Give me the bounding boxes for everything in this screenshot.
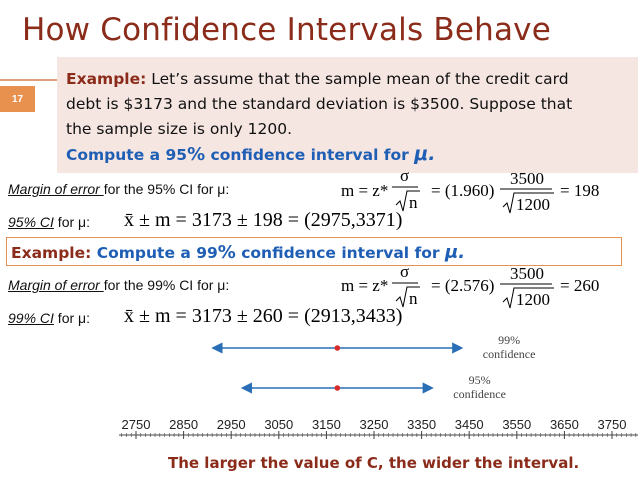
interval-center (334, 345, 341, 351)
example2-task2: confidence interval for (235, 244, 445, 262)
x-tick-label: 3450 (455, 417, 484, 432)
moe-95-sqrt-n (392, 186, 420, 212)
task-suffix: confidence interval for (205, 146, 415, 164)
ci-99-label-rest: for μ: (53, 310, 90, 326)
moe-99-label-u: Margin of error (8, 277, 104, 293)
ci-95-formula: x̄ ± m = 3173 ± 198 = (2975,3371) (124, 209, 403, 231)
ci-99-label-i: 99% CI (8, 310, 54, 326)
example-label: Example: (66, 70, 147, 88)
ci-99-label: 99% CI for μ: (8, 310, 90, 326)
x-tick-label: 3350 (407, 417, 436, 432)
ci-95-label: 95% CI for μ: (8, 214, 90, 230)
moe-99-sigma: σ (400, 262, 410, 281)
example-box: Example: Let’s assume that the sample me… (57, 57, 638, 173)
moe-95-num: 3500 (510, 169, 544, 188)
example-line-3: the sample size is only 1200. (66, 120, 293, 138)
moe-95-sigma: σ (400, 166, 410, 185)
moe-95-den: 1200 (516, 195, 550, 214)
example2-task: Compute a 99 (91, 244, 218, 262)
x-tick-label: 2950 (217, 417, 246, 432)
ci-99-formula: x̄ ± m = 3173 ± 260 = (2913,3433) (124, 305, 403, 327)
example2-label: Example: (11, 244, 92, 262)
moe-95-result: = 198 (560, 181, 600, 200)
moe-99-result: = 260 (560, 276, 600, 295)
x-tick-label: 3050 (264, 417, 293, 432)
moe-99-n: n (409, 289, 418, 308)
x-tick-label: 3250 (360, 417, 389, 432)
interval-chart-svg: 2750 2850 2950 3050 3150 3250 3350 3450 3550 3650… (119, 333, 638, 439)
moe-99-label: Margin of error for the 99% CI for μ: (8, 277, 229, 293)
slide-number: 17 (0, 86, 35, 112)
moe-95-n: n (409, 193, 418, 212)
moe-99-label-rest: for the 99% CI for μ: (103, 277, 230, 293)
page-title: How Confidence Intervals Behave (22, 12, 551, 48)
moe-95-lhs: m = z* (341, 181, 389, 200)
x-tick-label: 3750 (598, 417, 627, 432)
example2-pct: % (217, 242, 236, 263)
moe-99-eq: = (2.576) (431, 276, 495, 295)
interval-label-top: 99% (498, 333, 520, 347)
interval-center (334, 385, 341, 391)
interval-chart: 2750 2850 2950 3050 3150 3250 3350 3450 3550 3650… (119, 330, 638, 478)
x-tick-label: 3550 (502, 417, 531, 432)
task-mu: μ. (414, 143, 436, 165)
example-line-1: Let’s assume that the sample mean of the… (146, 70, 569, 88)
moe-99-sqrt-n (392, 282, 420, 308)
moe-99-frac (500, 283, 554, 309)
example2-text: Example: Compute a 99% confidence interv… (11, 242, 465, 263)
moe-95-frac (500, 188, 554, 214)
moe-95-label-u: Margin of error (8, 181, 104, 197)
example-line-2: debt is $3173 and the standard deviation… (66, 95, 573, 113)
moe-99-den: 1200 (516, 290, 550, 309)
example-text: Example: Let’s assume that the sample me… (66, 67, 636, 168)
x-tick-label: 3650 (550, 417, 579, 432)
ci-95-label-rest: for μ: (53, 214, 90, 230)
x-tick-label: 2850 (169, 417, 198, 432)
example-task: Compute a 95% confidence interval for μ. (66, 142, 636, 168)
interval-label-bottom: confidence (483, 347, 536, 361)
task-prefix: Compute a 95 (66, 146, 188, 164)
task-pct: % (187, 144, 206, 165)
title-rule (0, 79, 57, 81)
example2-mu: μ. (444, 242, 466, 263)
moe-99-num: 3500 (510, 264, 544, 283)
moe-95-label: Margin of error for the 95% CI for μ: (8, 181, 229, 197)
x-tick-label: 3150 (312, 417, 341, 432)
moe-95-eq: = (1.960) (431, 181, 495, 200)
moe-95-label-rest: for the 95% CI for μ: (103, 181, 230, 197)
moe-99-lhs: m = z* (341, 276, 389, 295)
ci-95-label-i: 95% CI (8, 214, 54, 230)
interval-label-top: 95% (469, 373, 491, 387)
example2-box: Example: Compute a 99% confidence interv… (6, 237, 622, 266)
x-tick-label: 2750 (122, 417, 151, 432)
interval-label-bottom: confidence (453, 387, 506, 401)
caption: The larger the value of C, the wider the… (168, 454, 580, 472)
